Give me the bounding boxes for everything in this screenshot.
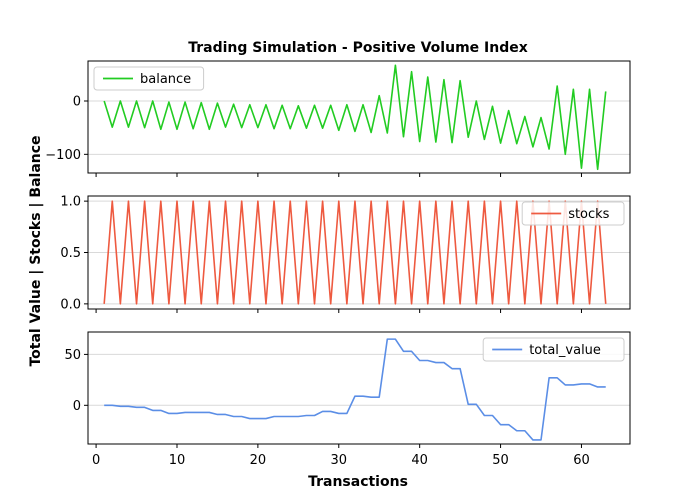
series-line-stocks (103, 200, 607, 305)
legend-label: stocks (568, 207, 609, 222)
legend: total_value (482, 337, 625, 362)
y-axis-label: Total Value | Stocks | Balance (28, 135, 44, 366)
legend: balance (93, 66, 205, 91)
legend-box (521, 201, 625, 226)
chart-title: Trading Simulation - Positive Volume Ind… (188, 40, 528, 56)
y-tick-label: 0 (73, 399, 81, 414)
y-tick-label: 50 (64, 348, 81, 363)
x-axis-label: Transactions (308, 474, 408, 490)
legend-label: balance (140, 72, 191, 87)
legend-box (482, 337, 625, 362)
panel-frame (87, 331, 631, 445)
x-tick-label: 40 (411, 453, 428, 468)
y-tick-label: 0.5 (60, 246, 81, 261)
panel-frame (87, 60, 631, 174)
x-tick-label: 60 (573, 453, 590, 468)
y-tick-label: 1.0 (60, 195, 81, 210)
panel-2: 0.0 0.5 1.0 stocks (60, 195, 631, 313)
legend-box (93, 66, 205, 91)
panel-1: 0 −100 balance (45, 60, 631, 177)
x-tick-label: 50 (492, 453, 509, 468)
x-tick-label: 20 (250, 453, 267, 468)
panel-3: 0 50 0 10 20 30 40 50 60 total_value (64, 331, 631, 468)
y-tick-label: 0 (73, 95, 81, 110)
y-tick-label: −100 (45, 148, 81, 163)
y-tick-label: 0.0 (60, 297, 81, 312)
legend-label: total_value (529, 343, 601, 358)
legend: stocks (521, 201, 625, 226)
x-tick-label: 30 (331, 453, 348, 468)
panels: 0 −100 balance 0.0 0.5 1.0 stocks 0 50 0 10 20 30 40 5… (45, 60, 631, 468)
x-tick-label: 0 (92, 453, 100, 468)
series-line-balance (103, 64, 607, 171)
series-line-total_value (104, 338, 606, 441)
x-tick-label: 10 (169, 453, 186, 468)
